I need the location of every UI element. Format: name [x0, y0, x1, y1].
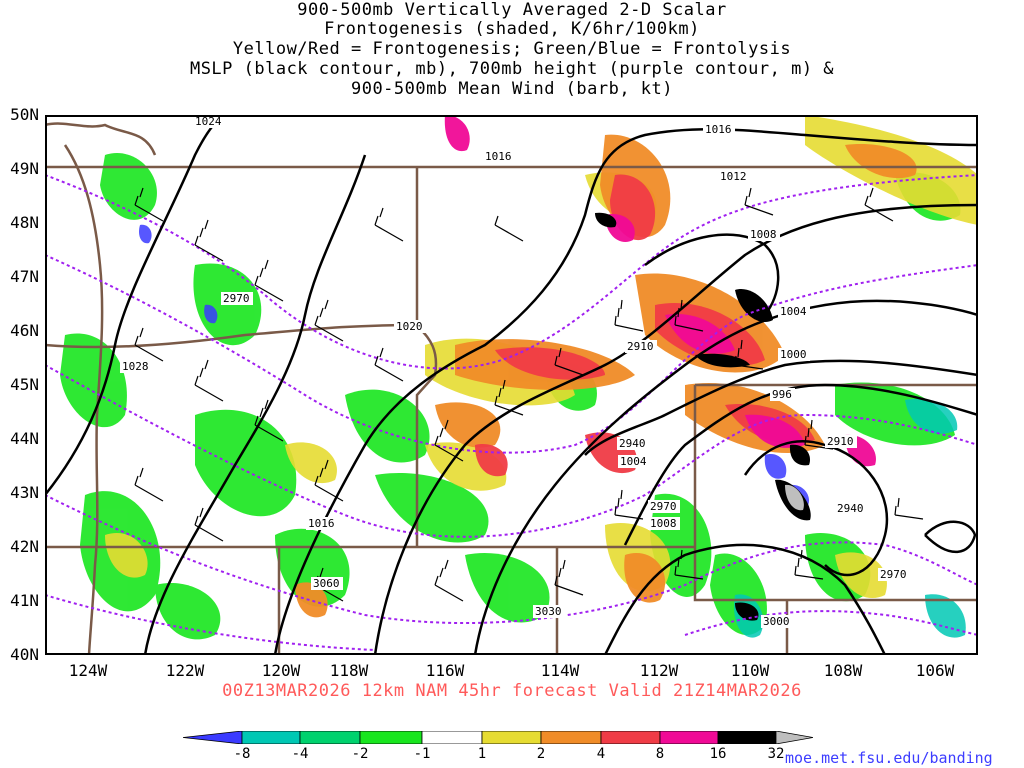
forecast-valid-text: 00Z13MAR2026 12km NAM 45hr forecast Vali… — [222, 681, 802, 701]
colorbar-seg — [421, 731, 483, 744]
mslp-label: 1016 — [308, 517, 335, 530]
mslp-label: 1016 — [485, 150, 512, 163]
mslp-label: 1004 — [620, 455, 647, 468]
lat-label-42n: 42N — [10, 537, 39, 556]
lat-label-40n: 40N — [10, 645, 39, 664]
colorbar-seg — [659, 731, 719, 744]
colorbar-label: 2 — [536, 746, 546, 762]
colorbar-label: 32 — [767, 746, 785, 762]
mslp-label: 1024 — [195, 115, 222, 128]
mslp-label: 1020 — [396, 320, 423, 333]
colorbar-label: 4 — [596, 746, 606, 762]
height-label: 3030 — [535, 605, 562, 618]
mslp-label: 1000 — [780, 348, 807, 361]
colorbar-label: -2 — [351, 746, 369, 762]
lon-label-118w: 118W — [329, 661, 369, 680]
colorbar-seg — [600, 731, 661, 744]
colorbar-seg — [359, 731, 423, 744]
mslp-label: 996 — [772, 388, 792, 401]
title-line-2: Frontogenesis (shaded, K/6hr/100km) — [324, 19, 700, 39]
colorbar-seg — [775, 731, 813, 744]
lon-label-108w: 108W — [823, 661, 863, 680]
colorbar — [183, 731, 813, 744]
height-label: 3000 — [763, 615, 790, 628]
colorbar-seg — [540, 731, 602, 744]
lon-label-112w: 112W — [639, 661, 679, 680]
mslp-label: 1008 — [750, 228, 777, 241]
height-label: 3060 — [313, 577, 340, 590]
lat-label-48n: 48N — [10, 213, 39, 232]
height-label: 2940 — [837, 502, 864, 515]
lon-label-124w: 124W — [68, 661, 108, 680]
lon-label-122w: 122W — [165, 661, 205, 680]
mslp-label: 1008 — [650, 517, 677, 530]
height-label: 2970 — [650, 500, 677, 513]
mslp-label: 1004 — [780, 305, 807, 318]
title-line-3: Yellow/Red = Frontogenesis; Green/Blue =… — [232, 39, 792, 59]
colorbar-label: -8 — [233, 746, 251, 762]
title-line-5: 900-500mb Mean Wind (barb, kt) — [350, 79, 674, 99]
height-label: 2970 — [223, 292, 250, 305]
mslp-label: 1012 — [720, 170, 747, 183]
mslp-label: 1016 — [705, 123, 732, 136]
colorbar-label: 16 — [709, 746, 727, 762]
lat-label-50n: 50N — [10, 105, 39, 124]
lat-label-47n: 47N — [10, 267, 39, 286]
colorbar-seg — [481, 731, 542, 744]
colorbar-seg — [717, 731, 777, 744]
lon-label-106w: 106W — [915, 661, 955, 680]
mslp-labels: 1024 1016 1016 1012 1008 1004 1000 996 1… — [120, 115, 810, 530]
map-panel: 1024 1016 1016 1012 1008 1004 1000 996 1… — [45, 115, 978, 655]
mslp-contours — [45, 115, 978, 655]
colorbar-label: 8 — [655, 746, 665, 762]
height-label: 2970 — [880, 568, 907, 581]
lon-label-120w: 120W — [261, 661, 301, 680]
height-label: 2910 — [827, 435, 854, 448]
colorbar-seg — [183, 731, 243, 744]
colorbar-label: -4 — [291, 746, 309, 762]
height-contours — [45, 174, 978, 651]
height-labels: 2970 2910 2940 2910 2970 2940 2970 3000 … — [221, 292, 910, 628]
lat-label-43n: 43N — [10, 483, 39, 502]
colorbar-label: 1 — [477, 746, 487, 762]
colorbar-seg — [241, 731, 301, 744]
lat-label-41n: 41N — [10, 591, 39, 610]
title-line-4: MSLP (black contour, mb), 700mb height (… — [189, 59, 835, 79]
mslp-label: 1028 — [122, 360, 149, 373]
lon-label-110w: 110W — [730, 661, 770, 680]
credit-link[interactable]: moe.met.fsu.edu/banding — [785, 749, 993, 767]
wind-barbs — [134, 187, 924, 602]
colorbar-seg — [299, 731, 361, 744]
height-label: 2940 — [619, 437, 646, 450]
lon-label-116w: 116W — [425, 661, 465, 680]
lon-label-114w: 114W — [540, 661, 580, 680]
lat-label-46n: 46N — [10, 321, 39, 340]
colorbar-label: -1 — [413, 746, 431, 762]
height-label: 2910 — [627, 340, 654, 353]
lat-label-45n: 45N — [10, 375, 39, 394]
title-line-1: 900-500mb Vertically Averaged 2-D Scalar — [297, 0, 727, 20]
lat-label-44n: 44N — [10, 429, 39, 448]
lat-label-49n: 49N — [10, 159, 39, 178]
